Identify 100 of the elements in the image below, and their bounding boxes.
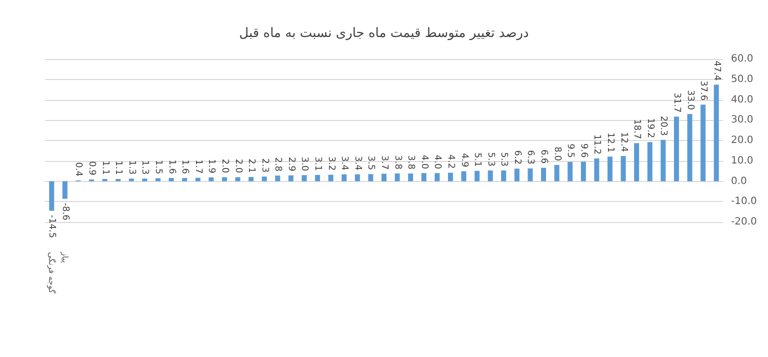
data-label: 20.3 xyxy=(658,116,668,136)
y-tick-label: -10.0 xyxy=(731,196,757,208)
data-label: 1.1 xyxy=(100,160,110,176)
data-label: 1.9 xyxy=(206,159,216,174)
data-label: 9.5 xyxy=(565,144,576,158)
bar xyxy=(248,176,254,182)
bar xyxy=(208,177,214,182)
bar xyxy=(168,178,174,182)
bar xyxy=(408,174,414,182)
data-label: 9.6 xyxy=(578,143,588,158)
bar xyxy=(568,162,573,182)
data-label: 33.0 xyxy=(684,90,695,110)
y-tick-label: 0.0 xyxy=(731,176,747,187)
bar xyxy=(660,140,666,182)
data-label: 1.1 xyxy=(113,160,124,176)
data-label: 2.3 xyxy=(259,158,270,173)
data-label: 4.0 xyxy=(418,154,429,170)
x-tick-label: پیاز xyxy=(60,251,70,263)
data-label: 19.2 xyxy=(644,118,655,138)
bar xyxy=(62,181,68,199)
bar xyxy=(49,181,54,211)
data-label: 2.8 xyxy=(272,157,283,172)
bar xyxy=(647,142,652,182)
bar xyxy=(302,175,307,182)
bar xyxy=(488,170,493,182)
y-tick-label: 60.0 xyxy=(731,54,754,64)
data-label: -14.5 xyxy=(46,214,57,238)
data-label: 11.2 xyxy=(592,134,602,154)
data-label: 2.1 xyxy=(246,158,256,173)
bar xyxy=(328,174,334,182)
data-label: 3.7 xyxy=(379,155,389,170)
data-label: 12.4 xyxy=(618,132,628,152)
data-label: 18.7 xyxy=(632,119,642,140)
bar xyxy=(580,162,586,182)
y-tick-label: 50.0 xyxy=(731,74,754,85)
bar xyxy=(541,168,546,182)
bar xyxy=(474,170,480,182)
bar xyxy=(382,174,386,182)
data-label: 5.3 xyxy=(485,152,496,166)
data-label: 5.3 xyxy=(498,152,509,166)
data-label: 3.0 xyxy=(299,156,310,172)
data-label: 3.5 xyxy=(366,156,376,170)
data-label: 4.2 xyxy=(445,154,456,169)
bar xyxy=(434,173,440,182)
data-label: 3.8 xyxy=(392,155,402,170)
bar xyxy=(448,172,453,182)
data-label: 47.4 xyxy=(711,60,722,81)
bar xyxy=(195,178,200,182)
bar xyxy=(235,177,240,182)
data-label: 1.3 xyxy=(126,160,136,175)
data-label: 37.6 xyxy=(698,80,708,101)
y-tick-label: 10.0 xyxy=(731,155,754,166)
bar xyxy=(288,175,294,182)
bar xyxy=(608,156,612,182)
bar xyxy=(687,114,692,182)
data-label: 3.4 xyxy=(339,156,350,171)
bar xyxy=(714,84,719,182)
data-label: 3.2 xyxy=(326,156,336,171)
data-label: 4.9 xyxy=(458,152,469,168)
y-tick-label: 30.0 xyxy=(731,114,754,126)
bar xyxy=(554,164,560,182)
data-label: -8.6 xyxy=(60,202,70,221)
data-label: 2.0 xyxy=(232,158,243,174)
bar xyxy=(394,174,400,182)
data-label: 6.6 xyxy=(538,149,549,164)
data-label: 6.2 xyxy=(512,150,522,165)
bar xyxy=(182,178,188,182)
bar xyxy=(528,168,533,182)
data-label: 1.6 xyxy=(166,160,176,174)
bar xyxy=(674,116,679,182)
data-label: 12.1 xyxy=(605,132,615,153)
bar xyxy=(128,178,134,182)
bar xyxy=(700,104,706,182)
y-tick-label: 20.0 xyxy=(731,135,754,146)
data-label: 1.6 xyxy=(180,160,190,174)
bar xyxy=(156,178,160,182)
chart-title: درصد تغییر متوسط قیمت ماه جاری نسبت به ماه قبل xyxy=(239,26,530,41)
bar xyxy=(514,168,520,182)
bar xyxy=(354,174,360,182)
y-tick-label: -20.0 xyxy=(731,216,757,228)
x-tick-label: گوجه فرنگی xyxy=(47,252,58,294)
bar xyxy=(275,176,280,182)
bar xyxy=(222,177,227,182)
data-label: 31.7 xyxy=(671,92,682,113)
bar xyxy=(620,156,626,182)
data-label: 0.4 xyxy=(73,162,84,177)
data-label: 1.5 xyxy=(153,160,163,174)
data-label: 3.1 xyxy=(312,156,323,171)
bar xyxy=(142,178,148,182)
bar xyxy=(262,176,267,182)
data-label: 6.3 xyxy=(525,150,536,164)
data-label: 3.4 xyxy=(352,156,362,171)
bar xyxy=(634,143,640,182)
data-label: 3.8 xyxy=(406,155,416,170)
y-tick-label: 40.0 xyxy=(731,94,754,106)
bar xyxy=(461,171,466,182)
bar xyxy=(315,174,320,182)
bar xyxy=(501,170,506,182)
bar xyxy=(368,174,374,182)
bar xyxy=(594,158,600,182)
